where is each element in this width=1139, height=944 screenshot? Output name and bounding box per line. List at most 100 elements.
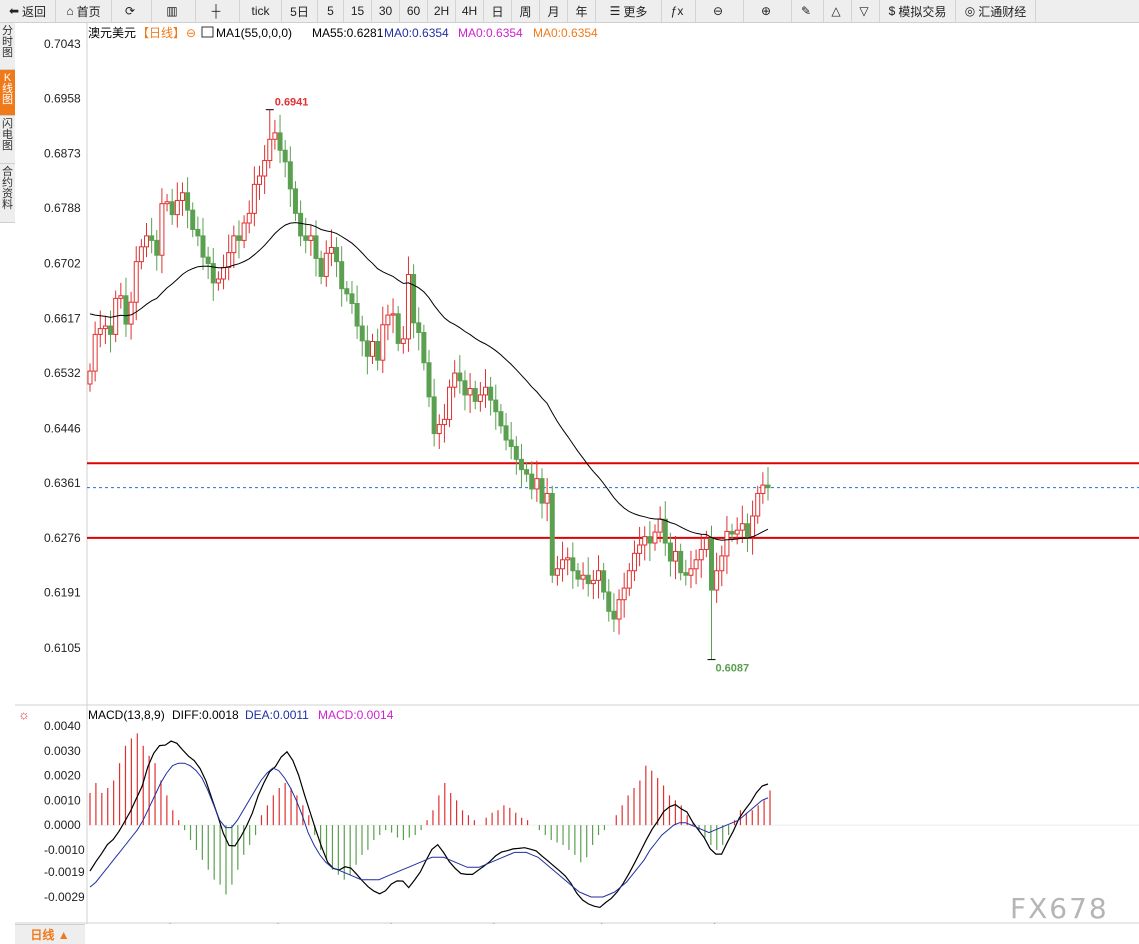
toolbar-label: 30 bbox=[378, 4, 393, 18]
toolbar-item-10[interactable]: 60 bbox=[400, 0, 428, 22]
candle-body bbox=[385, 314, 391, 326]
candle-body bbox=[554, 568, 560, 576]
home-icon: ⌂ bbox=[66, 4, 74, 18]
candle-body bbox=[534, 478, 540, 490]
candle-body bbox=[164, 201, 170, 205]
macd-tick-label: 0.0020 bbox=[44, 769, 81, 783]
toolbar-item-5[interactable]: tick bbox=[240, 0, 282, 22]
high-label: 0.6941 bbox=[275, 97, 309, 109]
toolbar-item-12[interactable]: 4H bbox=[456, 0, 484, 22]
toolbar-item-20[interactable]: ⊕ bbox=[744, 0, 792, 22]
refresh-icon: ⟳ bbox=[124, 4, 136, 18]
legend-period: 【日线】 bbox=[137, 26, 185, 40]
triangle-down-icon: ▽ bbox=[859, 4, 869, 18]
menu-icon: ☰ bbox=[609, 4, 621, 18]
candle-body bbox=[308, 235, 314, 241]
candle-body bbox=[349, 293, 355, 305]
candle-body bbox=[529, 473, 535, 490]
toolbar-item-16[interactable]: 年 bbox=[568, 0, 596, 22]
sidebar-tab-timeshare[interactable]: 分时图 bbox=[0, 23, 15, 70]
toolbar-label: 月 bbox=[547, 4, 560, 19]
candle-body bbox=[590, 579, 596, 585]
toolbar-label: 5 bbox=[327, 4, 334, 18]
candle-body bbox=[215, 278, 221, 284]
candle-body bbox=[108, 325, 114, 335]
candle-body bbox=[400, 338, 406, 344]
toolbar-item-8[interactable]: 15 bbox=[344, 0, 372, 22]
candle-body bbox=[744, 523, 750, 538]
legend-symbol: 澳元美元 bbox=[88, 26, 136, 40]
candle-body bbox=[606, 591, 612, 612]
candle-body bbox=[596, 570, 601, 581]
candle-body bbox=[272, 132, 278, 140]
candle-body bbox=[395, 313, 401, 344]
price-tick-label: 0.6873 bbox=[44, 146, 81, 160]
toolbar-item-22[interactable]: △ bbox=[824, 0, 852, 22]
price-tick-label: 0.6532 bbox=[44, 366, 81, 380]
toolbar-item-6[interactable]: 5日 bbox=[282, 0, 318, 22]
candle-body bbox=[380, 324, 386, 361]
toolbar-item-14[interactable]: 周 bbox=[512, 0, 540, 22]
macd-tick-label: -0.0029 bbox=[44, 890, 85, 904]
candle-body bbox=[647, 536, 653, 544]
toolbar-item-3[interactable]: ▥ bbox=[152, 0, 196, 22]
kline-chart[interactable]: 0.7043 0.6958 0.6873 0.6788 0.6702 0.6617 0.65… bbox=[0, 23, 1139, 924]
candle-body bbox=[221, 266, 227, 280]
macd-diff-line bbox=[89, 740, 769, 909]
toolbar-item-25[interactable]: ◎ 汇通财经 bbox=[956, 0, 1036, 22]
macd-dea-line bbox=[89, 762, 769, 898]
toolbar-label: 日 bbox=[491, 4, 504, 19]
candle-body bbox=[739, 523, 745, 531]
candle-body bbox=[303, 235, 309, 241]
toolbar-item-0[interactable]: ⬅ 返回 bbox=[0, 0, 56, 22]
price-tick-label: 0.6702 bbox=[44, 257, 81, 271]
toolbar-item-23[interactable]: ▽ bbox=[852, 0, 880, 22]
candle-body bbox=[488, 386, 494, 401]
toolbar-item-9[interactable]: 30 bbox=[372, 0, 400, 22]
candle-body bbox=[298, 212, 304, 237]
candle-body bbox=[698, 548, 704, 561]
candle-body bbox=[339, 261, 345, 290]
candle-body bbox=[652, 531, 658, 544]
candle-body bbox=[667, 542, 673, 562]
toolbar-label: 返回 bbox=[22, 4, 47, 19]
toolbar-item-7[interactable]: 5 bbox=[318, 0, 344, 22]
toolbar-item-19[interactable]: ⊖ bbox=[696, 0, 744, 22]
candle-body bbox=[539, 478, 545, 504]
toolbar-item-13[interactable]: 日 bbox=[484, 0, 512, 22]
legend-ma0-a: MA0:0.6354 bbox=[384, 26, 449, 40]
price-tick-label: 0.6617 bbox=[44, 311, 81, 325]
candle-body bbox=[169, 201, 175, 216]
toolbar-item-21[interactable]: ✎ bbox=[792, 0, 824, 22]
toolbar-item-2[interactable]: ⟳ bbox=[112, 0, 152, 22]
toolbar-label: 15 bbox=[350, 4, 365, 18]
sidebar-tab-lightning[interactable]: 闪电图 bbox=[0, 116, 15, 164]
period-selector[interactable]: 日线 ▲ bbox=[15, 924, 85, 944]
legend-diff: DIFF:0.0018 bbox=[172, 708, 239, 722]
candle-body bbox=[267, 138, 273, 162]
toolbar-item-18[interactable]: ƒx bbox=[662, 0, 696, 22]
candle-body bbox=[498, 411, 504, 427]
candle-body bbox=[390, 313, 396, 316]
sidebar-tab-kline[interactable]: K线图 bbox=[0, 70, 15, 116]
toolbar-item-4[interactable]: ┼ bbox=[196, 0, 240, 22]
toolbar-item-24[interactable]: $ 模拟交易 bbox=[880, 0, 956, 22]
toolbar-item-11[interactable]: 2H bbox=[428, 0, 456, 22]
toolbar-item-1[interactable]: ⌂ 首页 bbox=[56, 0, 112, 22]
sidebar: 分时图 K线图 闪电图 合约资料 bbox=[0, 23, 15, 223]
candle-body bbox=[626, 570, 632, 589]
toolbar-label: 周 bbox=[519, 4, 532, 19]
candle-body bbox=[92, 333, 98, 372]
candle-body bbox=[524, 469, 530, 475]
candle-body bbox=[277, 132, 283, 151]
candle-body bbox=[642, 536, 648, 546]
legend-macd-params: MACD(13,8,9) bbox=[88, 708, 165, 722]
candle-body bbox=[138, 246, 144, 263]
candle-body bbox=[452, 372, 458, 388]
candle-body bbox=[570, 557, 576, 572]
sidebar-tab-contract[interactable]: 合约资料 bbox=[0, 164, 15, 223]
candle-body bbox=[179, 192, 185, 201]
toolbar-item-15[interactable]: 月 bbox=[540, 0, 568, 22]
candle-body bbox=[693, 559, 699, 570]
toolbar-item-17[interactable]: ☰ 更多 bbox=[596, 0, 662, 22]
